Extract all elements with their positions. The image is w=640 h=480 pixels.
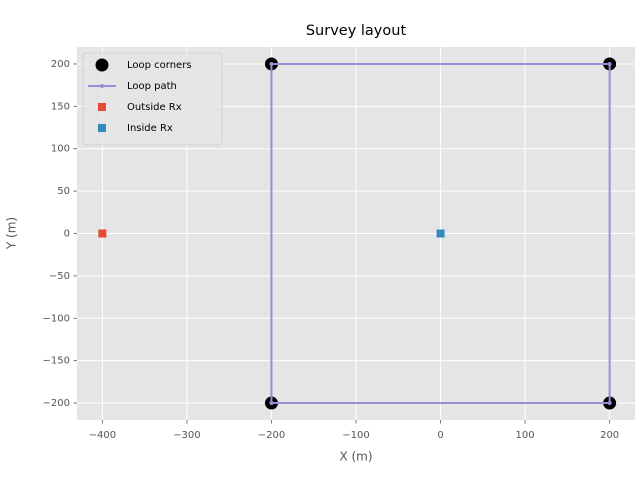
x-tick-label: 200: [600, 430, 619, 441]
x-tick-label: −200: [258, 430, 285, 441]
y-tick-label: −100: [43, 313, 70, 324]
x-tick-label: −400: [89, 430, 116, 441]
point: [269, 401, 274, 406]
legend-label: Loop path: [127, 81, 177, 92]
point: [607, 61, 612, 66]
legend-label: Outside Rx: [127, 102, 182, 113]
y-tick-label: 0: [64, 229, 70, 240]
x-tick-label: −300: [173, 430, 200, 441]
point: [436, 229, 445, 238]
legend-marker: [95, 58, 109, 72]
legend-box: [82, 52, 223, 146]
legend-marker: [100, 84, 104, 88]
y-tick-label: 50: [57, 186, 70, 197]
y-tick-label: −150: [43, 356, 70, 367]
y-tick-label: −200: [43, 398, 70, 409]
point: [269, 61, 274, 66]
y-tick-label: −50: [49, 271, 70, 282]
point: [607, 401, 612, 406]
point: [98, 229, 107, 238]
y-tick-label: 100: [51, 144, 70, 155]
x-tick-label: −100: [342, 430, 369, 441]
y-tick-label: 200: [51, 59, 70, 70]
chart-title: Survey layout: [306, 23, 407, 39]
x-tick-label: 100: [516, 430, 535, 441]
y-axis-label: Y (m): [5, 217, 19, 250]
legend-marker: [98, 124, 106, 132]
x-tick-label: 0: [437, 430, 443, 441]
legend-label: Inside Rx: [127, 123, 173, 134]
y-tick-label: 150: [51, 101, 70, 112]
legend-label: Loop corners: [127, 60, 192, 71]
legend-marker: [98, 103, 106, 111]
x-axis-label: X (m): [339, 450, 372, 464]
